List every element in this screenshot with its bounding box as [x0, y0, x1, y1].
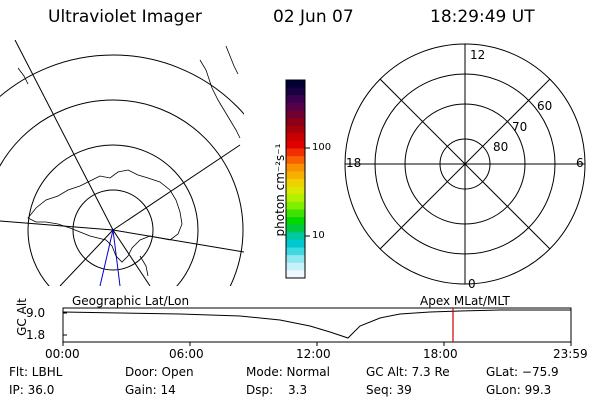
- latitude-circle: [0, 99, 244, 286]
- color-scale-segment: [286, 262, 305, 271]
- altitude-curve: [62, 309, 571, 339]
- y-tick-9: 9.0: [26, 306, 46, 320]
- color-scale-segment: [286, 118, 305, 127]
- seq-readout: Seq: 39: [366, 383, 412, 397]
- color-scale-segment: [286, 209, 305, 218]
- dsp-label: Dsp:: [246, 383, 274, 397]
- filter-readout: Flt: LBHL: [9, 365, 63, 379]
- latitude-circle: [27, 144, 199, 286]
- mode-readout: Mode: Normal: [246, 365, 330, 379]
- color-scale-label-100: 100: [312, 142, 332, 153]
- magnetic-grid-label: Apex MLat/MLT: [420, 294, 510, 308]
- gain-readout: Gain: 14: [125, 383, 176, 397]
- mlt-label-18: 18: [346, 156, 362, 170]
- coastline-fragment: [199, 59, 241, 139]
- color-scale-segment: [286, 133, 305, 142]
- x-tick-1800: 18:00: [423, 347, 458, 361]
- latitude-circle: [72, 189, 154, 271]
- x-tick-2359: 23:59: [553, 347, 588, 361]
- meridian-line: [14, 40, 114, 231]
- x-tick-1200: 12:00: [296, 347, 331, 361]
- geographic-grid-label: Geographic Lat/Lon: [72, 294, 190, 308]
- color-scale-segment: [286, 194, 305, 203]
- mlt-label-6: 6: [576, 156, 584, 170]
- color-scale-segment: [286, 80, 305, 89]
- coastline-fragment: [139, 255, 149, 277]
- time-label: 18:29:49 UT: [430, 7, 535, 27]
- color-scale-segment: [286, 171, 305, 180]
- meridian-line: [0, 220, 114, 231]
- altitude-timeline: [62, 307, 572, 346]
- color-scale-bar: [285, 79, 310, 279]
- color-scale-segment: [286, 95, 305, 104]
- ip-readout: IP: 36.0: [9, 383, 55, 397]
- x-tick-0600: 06:00: [169, 347, 204, 361]
- mlat-label-60: 60: [537, 99, 553, 113]
- glat-readout: GLat: −75.9: [486, 365, 559, 379]
- color-scale-frame: [285, 79, 306, 279]
- dsp-value: 3.3: [288, 383, 308, 397]
- meridian-line: [112, 229, 244, 253]
- terminator-line: [99, 229, 114, 286]
- coastline-fragment: [225, 45, 239, 75]
- y-tick-1-8: 1.8: [26, 328, 46, 342]
- color-scale-segment: [286, 87, 305, 96]
- color-scale-segment: [286, 163, 305, 172]
- date-label: 02 Jun 07: [273, 7, 354, 27]
- glon-readout: GLon: 99.3: [486, 383, 552, 397]
- meridian-line: [112, 144, 241, 231]
- mlt-label-0: 0: [468, 277, 476, 291]
- terminator-line: [112, 229, 121, 286]
- color-scale-segment: [286, 255, 305, 264]
- color-scale-segment: [286, 102, 305, 111]
- mlt-diagonal: [379, 78, 551, 250]
- x-tick-0000: 00:00: [45, 347, 80, 361]
- color-scale-segment: [286, 148, 305, 157]
- geographic-map: [0, 40, 244, 286]
- color-scale-segment: [286, 140, 305, 150]
- color-scale-segment: [286, 239, 305, 249]
- instrument-title: Ultraviolet Imager: [48, 7, 202, 27]
- color-scale-segment: [286, 232, 305, 241]
- color-scale-segment: [286, 247, 305, 256]
- meridian-line: [112, 229, 151, 286]
- color-scale-segment: [286, 201, 305, 210]
- antarctica-coastline: [27, 169, 183, 263]
- mlat-label-80: 80: [493, 140, 509, 154]
- color-scale-segment: [286, 224, 305, 233]
- color-scale-unit-label: photon cm⁻²s⁻¹: [273, 143, 287, 237]
- color-scale-segment: [286, 156, 305, 165]
- color-scale-segment: [286, 186, 305, 195]
- mlt-label-12: 12: [470, 48, 486, 62]
- color-scale-segment: [286, 217, 305, 226]
- color-scale-segment: [286, 110, 305, 119]
- gc-alt-readout: GC Alt: 7.3 Re: [366, 365, 450, 379]
- meridian-line: [59, 229, 114, 286]
- color-scale-segment: [286, 270, 305, 279]
- color-scale-label-10: 10: [312, 230, 325, 241]
- polar-plot: [344, 43, 586, 285]
- door-readout: Door: Open: [125, 365, 194, 379]
- latitude-circle: [0, 54, 244, 115]
- mlat-label-70: 70: [512, 120, 528, 134]
- color-scale-segment: [286, 125, 305, 134]
- color-scale-segment: [286, 179, 305, 188]
- coastline-fragment: [17, 67, 29, 85]
